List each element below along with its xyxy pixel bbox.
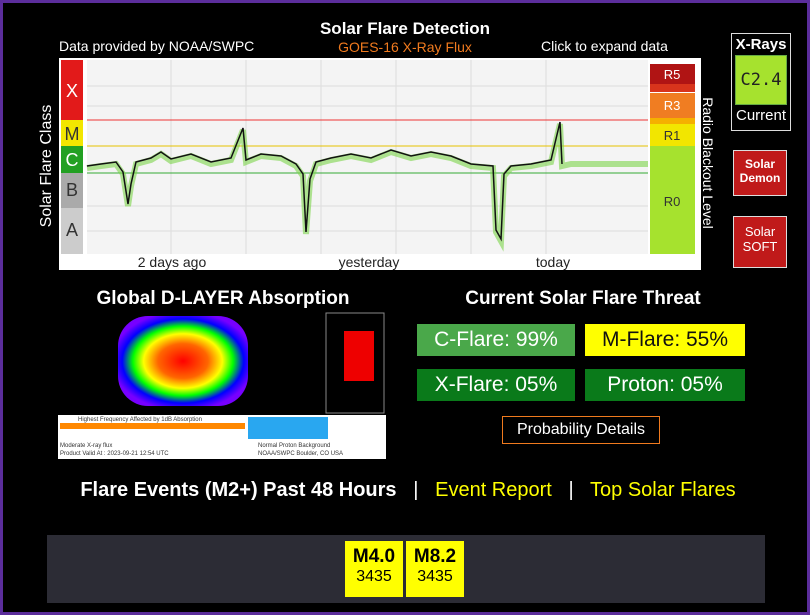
r1 [650,124,695,146]
class-label: B [66,180,78,200]
flux-line [86,121,563,242]
class-label: X [66,81,78,101]
button-text: Demon [739,171,781,185]
class-m [61,120,83,146]
class-label: M [65,124,80,144]
class-a [61,208,83,254]
legend-colorbar [60,423,245,429]
button-text: Solar [744,157,775,171]
x-label: 2 days ago [138,254,207,270]
threat-title: Current Solar Flare Threat [465,288,701,309]
r-label: R3 [664,98,681,113]
current-caption: Current [735,107,787,124]
class-x [61,60,83,120]
events-header: Flare Events (M2+) Past 48 Hours | Event… [63,477,753,503]
r-label: R1 [664,128,681,143]
solar-soft-button[interactable]: Solar SOFT [733,216,787,268]
event-cell[interactable]: M8.2 3435 [406,541,464,597]
r-label: R0 [664,194,681,209]
c-flare: C-Flare: 99% [417,324,575,356]
current-value: C2.4 [735,55,787,105]
r-label: R5 [664,67,681,82]
expand-link[interactable]: Click to expand data [541,38,668,54]
absorption-map[interactable]: Highest Frequency Affected by 1dB Absorp… [58,311,386,459]
probability-details[interactable]: Probability Details [502,416,660,444]
flux-chart[interactable]: X M C B A Solar Flare Class 2 days ago y… [31,56,721,278]
scale-bars [344,331,374,381]
valid-text: Product Valid At : 2023-09-21 12:54 UTC [60,451,169,457]
r0 [650,146,695,254]
separator: | [413,479,419,501]
event-class: M4.0 [352,546,396,567]
current-label: X-Rays [735,36,787,53]
button-text: SOFT [742,239,778,254]
subtitle: GOES-16 X-Ray Flux [338,39,472,55]
x-axis [87,254,648,270]
r2 [650,118,695,124]
map-legend [58,415,386,459]
class-label: A [66,220,78,240]
event-cell[interactable]: M4.0 3435 [345,541,403,597]
class-c [61,146,83,173]
blackout-label: Radio Blackout Level [700,97,716,229]
event-region: 3435 [417,568,453,585]
legend-box [248,417,328,439]
events-strip: M4.0 3435 M8.2 3435 [47,535,765,603]
r5 [650,64,695,84]
r4 [650,84,695,92]
current-xray[interactable]: X-Rays C2.4 Current [731,33,791,131]
class-label: C [66,150,79,170]
events-title: Flare Events (M2+) Past 48 Hours [80,479,397,501]
button-text: Solar [744,224,776,239]
class-b [61,173,83,208]
absorption-title: Global D-LAYER Absorption [96,288,350,309]
source: Data provided by NOAA/SWPC [59,38,255,54]
m-flare: M-Flare: 55% [585,324,745,356]
event-region: 3435 [356,568,392,585]
proton: Proton: 05% [585,369,745,401]
separator: | [568,479,574,501]
solar-demon-button[interactable]: Solar Demon [733,150,787,196]
title: Solar Flare Detection [319,19,491,38]
r3 [650,93,695,118]
x-label: today [536,254,570,270]
event-class: M8.2 [413,546,457,567]
office-text: NOAA/SWPC Boulder, CO USA [258,451,343,457]
x-label: yesterday [339,254,400,270]
absorption-area [118,316,248,406]
y-axis-label: Solar Flare Class [38,105,55,228]
top-flares-link[interactable]: Top Solar Flares [590,479,736,501]
status-text: Moderate X-ray flux [60,443,112,449]
x-flare: X-Flare: 05% [417,369,575,401]
proton-text: Normal Proton Background [258,443,330,449]
event-report-link[interactable]: Event Report [435,479,552,501]
legend-text: Highest Frequency Affected by 1dB Absorp… [78,417,202,423]
